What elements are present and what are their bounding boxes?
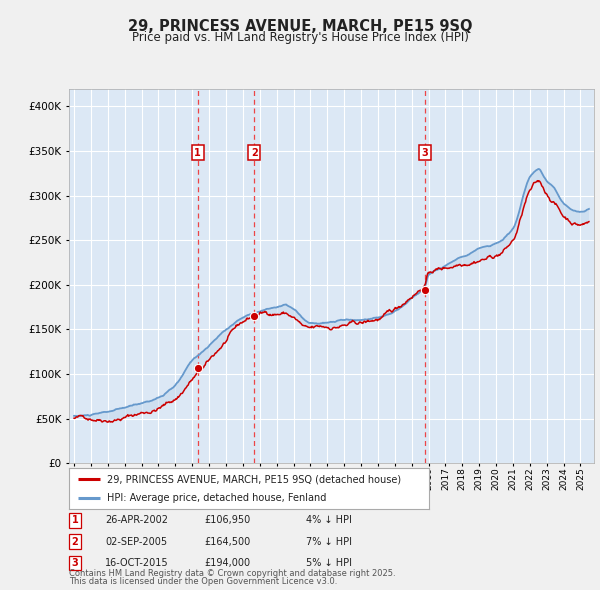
Text: Contains HM Land Registry data © Crown copyright and database right 2025.: Contains HM Land Registry data © Crown c… <box>69 569 395 578</box>
Text: 26-APR-2002: 26-APR-2002 <box>105 516 168 525</box>
Text: 2: 2 <box>71 537 79 546</box>
Text: 4% ↓ HPI: 4% ↓ HPI <box>306 516 352 525</box>
Text: 29, PRINCESS AVENUE, MARCH, PE15 9SQ (detached house): 29, PRINCESS AVENUE, MARCH, PE15 9SQ (de… <box>107 474 401 484</box>
Text: This data is licensed under the Open Government Licence v3.0.: This data is licensed under the Open Gov… <box>69 578 337 586</box>
Text: £164,500: £164,500 <box>204 537 250 546</box>
Text: £106,950: £106,950 <box>204 516 250 525</box>
Text: Price paid vs. HM Land Registry's House Price Index (HPI): Price paid vs. HM Land Registry's House … <box>131 31 469 44</box>
Text: 1: 1 <box>71 516 79 525</box>
Text: 29, PRINCESS AVENUE, MARCH, PE15 9SQ: 29, PRINCESS AVENUE, MARCH, PE15 9SQ <box>128 19 472 34</box>
Text: 1: 1 <box>194 148 201 158</box>
Text: £194,000: £194,000 <box>204 558 250 568</box>
Text: 2: 2 <box>251 148 257 158</box>
Text: HPI: Average price, detached house, Fenland: HPI: Average price, detached house, Fenl… <box>107 493 326 503</box>
Text: 7% ↓ HPI: 7% ↓ HPI <box>306 537 352 546</box>
Text: 5% ↓ HPI: 5% ↓ HPI <box>306 558 352 568</box>
Text: 3: 3 <box>422 148 428 158</box>
Text: 3: 3 <box>71 558 79 568</box>
Text: 02-SEP-2005: 02-SEP-2005 <box>105 537 167 546</box>
Text: 16-OCT-2015: 16-OCT-2015 <box>105 558 169 568</box>
